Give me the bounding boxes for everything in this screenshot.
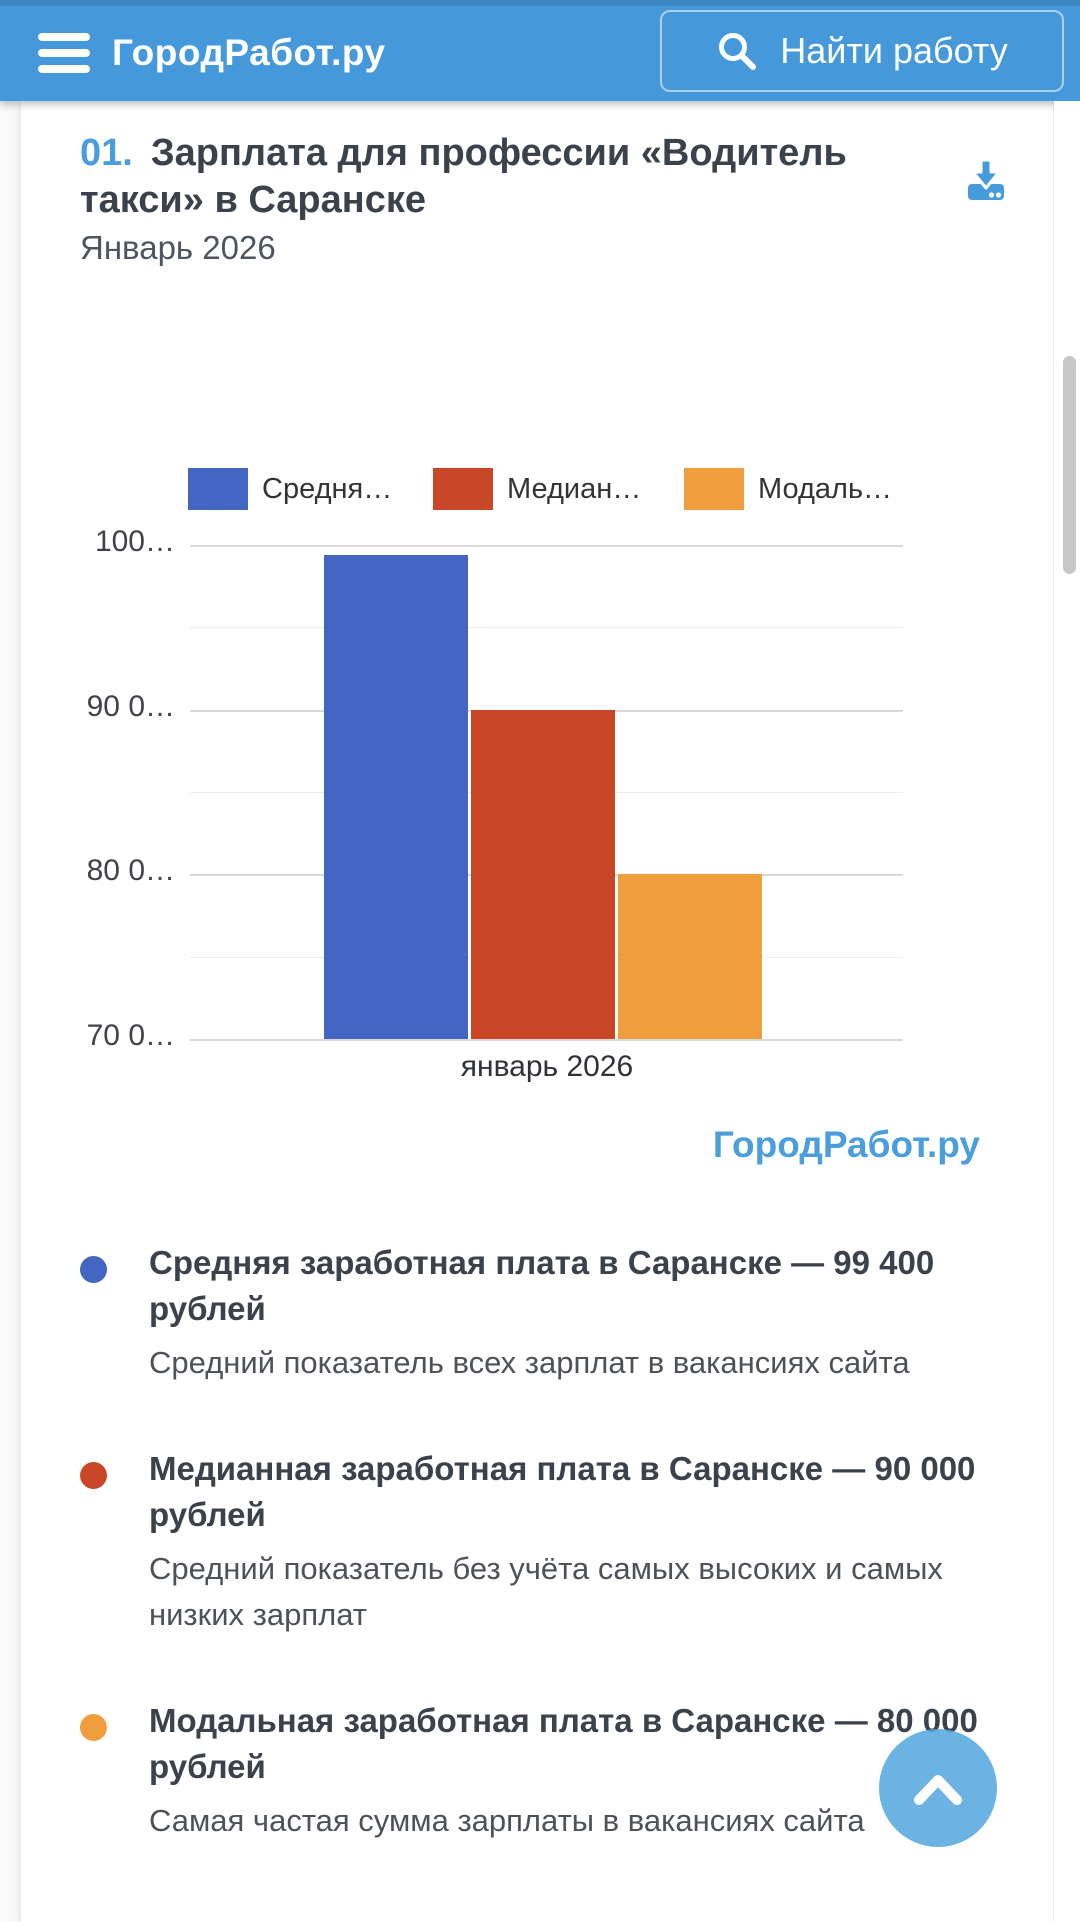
- bullet-icon: [80, 1462, 107, 1489]
- salary-description-item: Средняя заработная плата в Саранске — 99…: [80, 1240, 985, 1386]
- x-axis-label: январь 2026: [460, 1050, 634, 1083]
- salary-description-body: Медианная заработная плата в Саранске — …: [149, 1446, 985, 1638]
- salary-description-text: Самая частая сумма зарплаты в вакансиях …: [149, 1803, 865, 1838]
- legend-label: Медиан…: [507, 472, 642, 505]
- salary-description-item: Медианная заработная плата в Саранске — …: [80, 1446, 985, 1638]
- gridline: [190, 545, 903, 547]
- site-logo[interactable]: ГородРабот.ру: [112, 31, 386, 73]
- search-button[interactable]: Найти работу: [660, 10, 1064, 92]
- y-axis-tick: 80 0…: [86, 854, 175, 888]
- scrollbar-thumb[interactable]: [1063, 356, 1076, 574]
- app-header: ГородРабот.ру Найти работу: [0, 0, 1080, 101]
- salary-description-text: Средний показатель без учёта самых высок…: [149, 1551, 943, 1632]
- bullet-icon: [80, 1256, 107, 1283]
- bar-2[interactable]: [470, 709, 615, 1039]
- legend-label: Модаль…: [758, 472, 893, 505]
- bullet-icon: [80, 1714, 107, 1741]
- bar-3[interactable]: [617, 874, 762, 1039]
- y-axis-tick: 70 0…: [86, 1019, 175, 1052]
- legend-swatch: [433, 468, 493, 510]
- download-button[interactable]: [958, 152, 1014, 208]
- section-title-text: Зарплата для профессии «Водитель такси» …: [80, 132, 847, 221]
- hamburger-icon: [38, 33, 90, 41]
- section-head: 01. Зарплата для профессии «Водитель такс…: [80, 130, 910, 270]
- salary-description-title: Средняя заработная плата в Саранске — 99…: [149, 1244, 935, 1327]
- legend-item: Средня…: [188, 467, 392, 511]
- legend-swatch: [188, 468, 248, 510]
- legend-label: Средня…: [262, 472, 393, 505]
- search-button-label: Найти работу: [780, 30, 1008, 71]
- section-title: 01. Зарплата для профессии «Водитель такс…: [80, 130, 910, 224]
- legend-item: Модаль…: [684, 467, 892, 511]
- gridline: [190, 1039, 903, 1041]
- salary-description-title: Медианная заработная плата в Саранске — …: [149, 1450, 976, 1533]
- section-number: 01.: [80, 132, 133, 174]
- scroll-to-top-button[interactable]: [879, 1729, 997, 1847]
- salary-description-body: Модальная заработная плата в Саранске — …: [149, 1698, 985, 1844]
- search-icon: [719, 33, 757, 70]
- menu-button[interactable]: [38, 33, 90, 73]
- chevron-up-icon: [914, 1775, 962, 1805]
- watermark: ГородРабот.ру: [712, 1124, 980, 1165]
- bar-1[interactable]: [323, 554, 468, 1039]
- download-icon: [968, 158, 1004, 200]
- y-axis-tick: 90 0…: [86, 689, 175, 723]
- salary-description-item: Модальная заработная плата в Саранске — …: [80, 1698, 985, 1844]
- legend-item: Медиан…: [433, 467, 641, 511]
- salary-descriptions: Средняя заработная плата в Саранске — 99…: [80, 1240, 985, 1904]
- salary-description-text: Средний показатель всех зарплат в ваканс…: [149, 1345, 910, 1380]
- gridline: [190, 627, 903, 629]
- salary-description-title: Модальная заработная плата в Саранске — …: [149, 1702, 978, 1785]
- section-subtitle: Январь 2026: [80, 229, 276, 266]
- salary-description-body: Средняя заработная плата в Саранске — 99…: [149, 1240, 985, 1386]
- legend-swatch: [684, 468, 744, 510]
- y-axis-tick: 100…: [94, 525, 175, 558]
